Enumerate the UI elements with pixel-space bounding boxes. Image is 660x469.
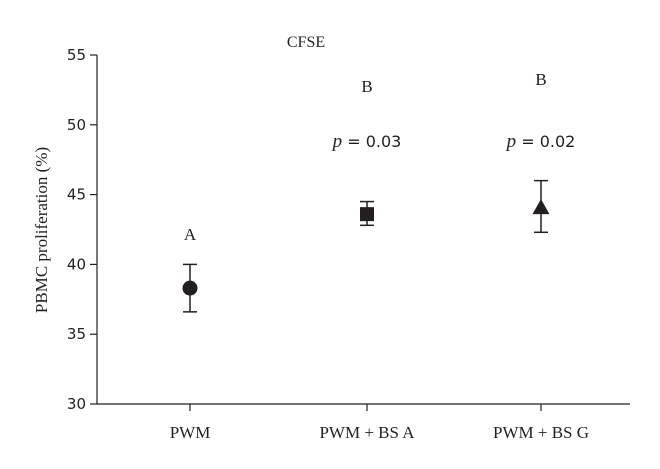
data-point-square bbox=[360, 207, 374, 222]
p-value: = 0.02 bbox=[516, 132, 575, 151]
data-point-group: Bp = 0.02 bbox=[505, 70, 576, 234]
x-tick-label: PWM + BS G bbox=[493, 423, 589, 442]
data-point-group: A bbox=[182, 225, 198, 313]
y-axis-label: PBMC proliferation (%) bbox=[32, 147, 51, 313]
y-tick-label: 40 bbox=[67, 255, 86, 273]
p-value: = 0.03 bbox=[342, 132, 401, 151]
y-tick-label: 45 bbox=[67, 186, 86, 204]
x-axis-ticks: PWM PWM + BS A PWM + BS G bbox=[170, 404, 589, 442]
p-value-label: p = 0.02 bbox=[505, 131, 576, 152]
group-letter-label: A bbox=[184, 225, 197, 244]
y-tick-label: 30 bbox=[67, 395, 86, 413]
x-tick-label: PWM bbox=[170, 423, 211, 442]
x-tick-label: PWM + BS A bbox=[319, 423, 415, 442]
group-letter-label: B bbox=[361, 77, 372, 96]
y-tick-label: 35 bbox=[67, 325, 86, 343]
y-axis-ticks: 30 35 40 45 50 55 bbox=[67, 46, 97, 413]
p-symbol: p bbox=[331, 131, 343, 152]
data-point-circle bbox=[182, 280, 198, 296]
y-tick-label: 55 bbox=[67, 46, 86, 64]
data-point-group: Bp = 0.03 bbox=[331, 77, 402, 227]
data-point-triangle bbox=[532, 199, 550, 215]
p-value-label: p = 0.03 bbox=[331, 131, 402, 152]
y-tick-label: 50 bbox=[67, 116, 86, 134]
chart-title: CFSE bbox=[287, 34, 325, 51]
p-symbol: p bbox=[505, 131, 517, 152]
group-letter-label: B bbox=[535, 70, 546, 89]
